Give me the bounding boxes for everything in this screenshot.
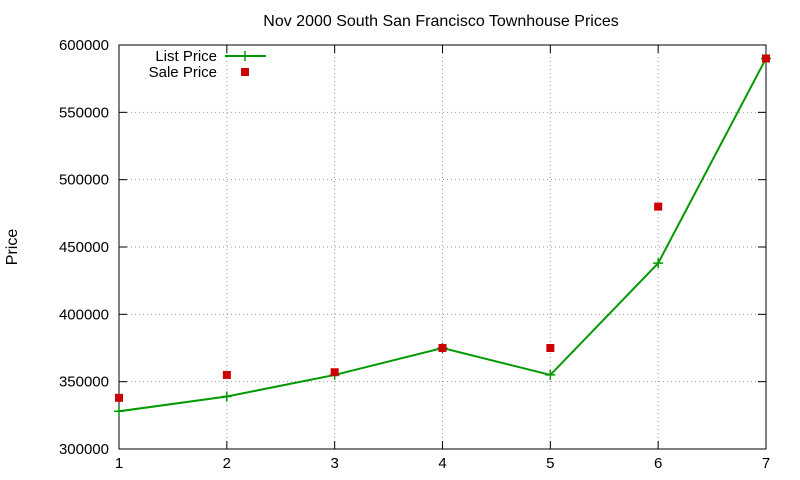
legend-label-sale-price: Sale Price <box>149 64 217 81</box>
x-tick-label: 1 <box>115 455 123 472</box>
axis-ticks: 300000 350000 400000 450000 500000 550000 6000… <box>59 37 770 472</box>
legend-marker-list-price <box>240 51 250 61</box>
chart-title: Nov 2000 South San Francisco Townhouse P… <box>263 13 618 30</box>
legend-marker-sale-price <box>241 68 249 76</box>
data-point-list-price <box>114 406 124 417</box>
y-axis-label: Price <box>4 229 21 266</box>
x-tick-label: 2 <box>223 455 231 472</box>
series-sale-price <box>115 54 770 402</box>
y-tick-label: 400000 <box>59 306 109 323</box>
y-tick-label: 550000 <box>59 104 109 121</box>
x-tick-label: 3 <box>330 455 338 472</box>
data-point-sale-price <box>438 344 447 352</box>
y-tick-label: 350000 <box>59 374 109 391</box>
grid <box>119 45 766 449</box>
x-tick-label: 4 <box>438 455 446 472</box>
y-tick-label: 500000 <box>59 172 109 189</box>
data-point-list-price <box>653 258 664 269</box>
y-tick-label: 600000 <box>59 37 109 54</box>
series-line-list-price <box>118 58 767 413</box>
data-point-sale-price <box>222 370 231 379</box>
data-point-sale-price <box>115 393 123 402</box>
legend-label-list-price: List Price <box>155 48 217 65</box>
data-point-sale-price <box>546 344 555 352</box>
y-tick-label: 300000 <box>59 441 109 458</box>
data-point-list-price <box>545 369 556 380</box>
data-point-sale-price <box>762 54 770 63</box>
x-tick-label: 5 <box>546 455 554 472</box>
x-tick-label: 6 <box>654 455 662 472</box>
data-point-sale-price <box>654 202 663 211</box>
data-point-list-price <box>221 391 232 402</box>
x-tick-label: 7 <box>762 455 770 472</box>
data-point-sale-price <box>330 368 339 377</box>
series <box>114 53 771 417</box>
y-tick-label: 450000 <box>59 239 109 256</box>
